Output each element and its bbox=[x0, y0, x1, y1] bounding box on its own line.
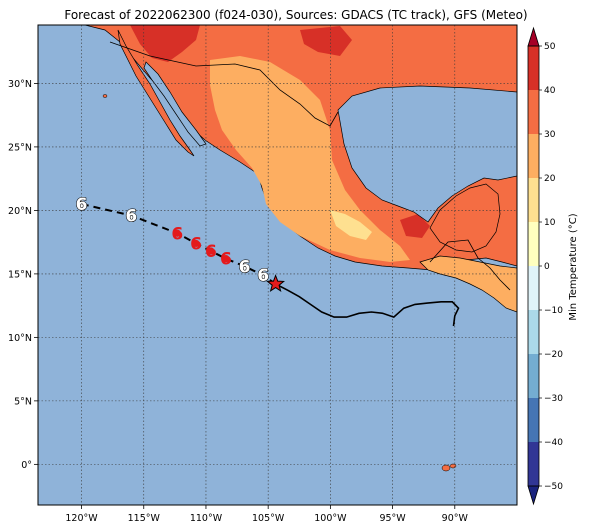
colorbar-tick-label: −10 bbox=[544, 306, 563, 316]
storm-forecast-marker: 6 bbox=[238, 257, 251, 278]
storm-forecast-dot bbox=[192, 239, 200, 248]
storm-current-position-star bbox=[266, 274, 286, 293]
land-baja-california bbox=[117, 29, 195, 157]
land-gulf-coast-hot bbox=[400, 214, 430, 238]
colorbar-tick-label: −20 bbox=[544, 350, 563, 360]
colorbar-label: Min Temperature (°C) bbox=[568, 213, 579, 320]
lon-tick-label: 120°W bbox=[65, 513, 98, 524]
colorbar-segment bbox=[528, 354, 539, 398]
colorbar-extend-max bbox=[527, 26, 540, 47]
lon-tick-label: 100°W bbox=[314, 513, 347, 524]
lat-tick-label: 30°N bbox=[8, 79, 32, 90]
storm-forecast-marker: 6 bbox=[190, 234, 202, 254]
storm-forecast-marker: 6 bbox=[205, 242, 217, 262]
lat-tick-label: 5°N bbox=[14, 396, 32, 407]
storm-forecast-dot bbox=[259, 271, 267, 279]
lon-tick-label: 110°W bbox=[190, 513, 223, 524]
storm-forecast-dot bbox=[77, 200, 86, 208]
colorbar-extend-min bbox=[527, 485, 540, 506]
gridlines bbox=[38, 25, 517, 505]
cyclone-icon: 6 bbox=[171, 224, 183, 244]
land-highlands-cool bbox=[330, 210, 372, 240]
cyclone-icon: 6 bbox=[257, 266, 269, 286]
colorbar: 50 40 30 20 10 0 −10 −20 −30 −40 −50 bbox=[527, 26, 563, 506]
colorbar-tick-label: 10 bbox=[544, 218, 556, 228]
cyclone-icon: 6 bbox=[125, 206, 137, 226]
storm-forecast-dot bbox=[240, 262, 249, 270]
storm-forecast-marker: 6 bbox=[75, 194, 88, 215]
colorbar-segment bbox=[528, 442, 539, 486]
colorbar-tick-label: −30 bbox=[544, 394, 563, 404]
storm-forecast-marker: 6 bbox=[171, 224, 183, 244]
colorbar-segment bbox=[528, 90, 539, 134]
island-revillagigedo bbox=[102, 94, 108, 98]
lon-tick-label: 105°W bbox=[252, 513, 285, 524]
lat-tick-label: 10°N bbox=[8, 333, 32, 344]
land-north-hot-2 bbox=[300, 26, 352, 56]
colorbar-segment bbox=[528, 134, 539, 178]
storm-forecast-dot bbox=[207, 247, 215, 255]
storm-forecast-marker: 6 bbox=[125, 206, 138, 227]
figure-title: Forecast of 2022062300 (f024-030), Sourc… bbox=[64, 8, 528, 22]
lat-tick-label: 0° bbox=[21, 460, 32, 471]
cyclone-icon: 6 bbox=[220, 250, 232, 270]
plot-frame bbox=[37, 24, 518, 506]
colorbar-tick-label: −40 bbox=[544, 438, 563, 448]
land-central-america bbox=[419, 255, 517, 313]
gulf-of-california bbox=[143, 61, 207, 147]
storm-forecast-dot bbox=[173, 229, 181, 237]
colorbar-segment bbox=[528, 222, 539, 266]
colorbar-segment bbox=[528, 310, 539, 354]
lat-tick-label: 20°N bbox=[8, 206, 32, 217]
lon-tick-label: 95°W bbox=[379, 513, 406, 524]
land-yucatan bbox=[429, 183, 501, 253]
colorbar-tick-label: 0 bbox=[544, 262, 550, 272]
us-mexico-border bbox=[109, 41, 339, 127]
colorbar-tick-label: 40 bbox=[544, 86, 556, 96]
colorbar-segment bbox=[528, 46, 539, 90]
storm-forecast-marker: 6 bbox=[220, 250, 232, 270]
cyclone-icon: 6 bbox=[239, 257, 251, 277]
cyclone-icon: 6 bbox=[76, 195, 88, 215]
lat-tick-label: 15°N bbox=[8, 269, 32, 280]
latitude-ticks: 30°N 25°N 20°N 15°N 10°N 5°N 0° bbox=[8, 79, 38, 471]
past-track-line bbox=[275, 283, 460, 327]
colorbar-segment bbox=[528, 266, 539, 310]
island-galapagos-1 bbox=[441, 464, 451, 472]
guatemala-border bbox=[429, 239, 511, 291]
cyclone-icon: 6 bbox=[205, 242, 217, 262]
colorbar-segment bbox=[528, 398, 539, 442]
colorbar-tick-label: 20 bbox=[544, 174, 556, 184]
lon-tick-label: 90°W bbox=[442, 513, 469, 524]
storm-forecast-dot bbox=[222, 255, 230, 263]
lat-tick-label: 25°N bbox=[8, 142, 32, 153]
colorbar-tick-label: 50 bbox=[544, 42, 556, 52]
colorbar-tick-label: −50 bbox=[544, 482, 563, 492]
storm-forecast-dot bbox=[127, 211, 135, 220]
longitude-ticks: 120°W 115°W 110°W 105°W 100°W 95°W 90°W bbox=[65, 505, 469, 524]
storm-forecast-marker: 6 bbox=[257, 266, 270, 287]
land-north-hot bbox=[130, 25, 200, 62]
cyclone-icon: 6 bbox=[190, 234, 202, 254]
gulf-of-mexico bbox=[337, 85, 517, 223]
colorbar-tick-label: 30 bbox=[544, 130, 556, 140]
lon-tick-label: 115°W bbox=[128, 513, 161, 524]
colorbar-segment bbox=[528, 178, 539, 222]
